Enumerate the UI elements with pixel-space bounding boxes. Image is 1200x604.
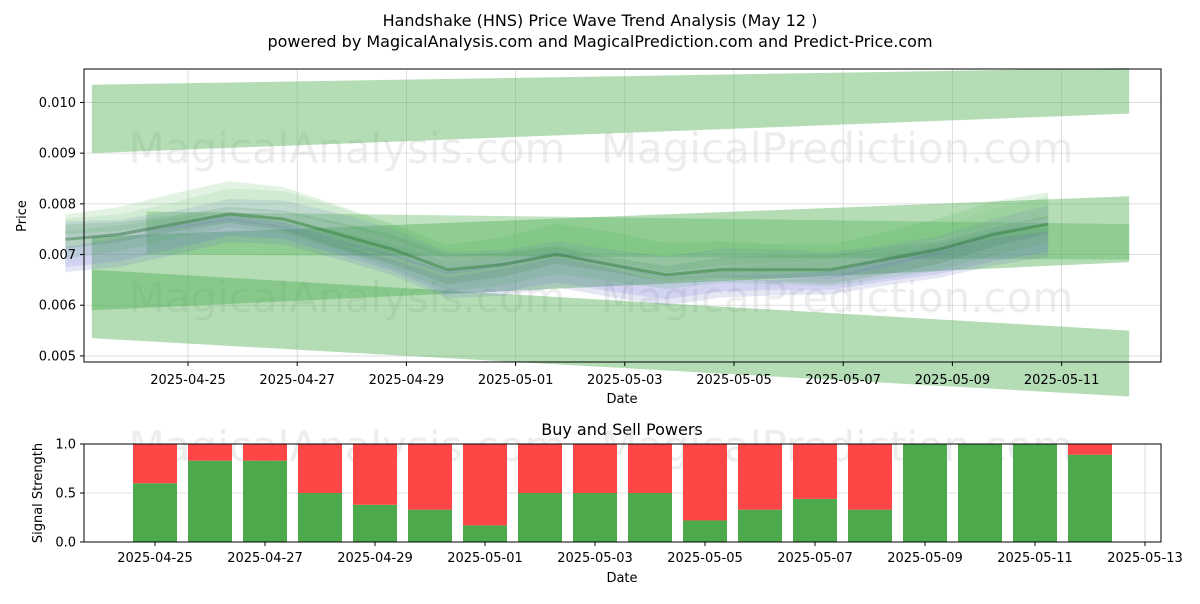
chart-title: Handshake (HNS) Price Wave Trend Analysi… — [383, 11, 818, 30]
buy-sell-x-tick-label: 2025-05-05 — [667, 551, 743, 566]
sell-power-bar — [848, 444, 892, 510]
buy-power-bar — [243, 460, 287, 542]
buy-power-bar — [188, 460, 232, 542]
sell-power-bar — [1068, 444, 1112, 455]
buy-sell-y-axis-label: Signal Strength — [31, 443, 46, 543]
chart-subtitle: powered by MagicalAnalysis.com and Magic… — [267, 32, 932, 51]
trend-band — [91, 67, 1130, 154]
sell-power-bar — [243, 444, 287, 461]
sell-power-bar — [683, 444, 727, 521]
buy-power-bar — [793, 498, 837, 542]
price-y-tick-label: 0.007 — [39, 248, 76, 263]
price-y-tick-label: 0.006 — [39, 299, 76, 314]
sell-power-bar — [133, 444, 177, 484]
buy-power-bar — [298, 493, 342, 542]
buy-sell-x-tick-label: 2025-04-27 — [227, 551, 303, 566]
price-y-tick-label: 0.008 — [39, 197, 76, 212]
buy-sell-bars — [133, 444, 1112, 542]
price-y-tick-label: 0.005 — [39, 349, 76, 364]
sell-power-bar — [298, 444, 342, 493]
buy-sell-y-tick-label: 0.5 — [55, 487, 76, 502]
buy-sell-y-tick-label: 1.0 — [55, 438, 76, 453]
trend-band — [146, 211, 1130, 260]
price-x-tick-label: 2025-04-29 — [369, 373, 445, 388]
buy-power-bar — [1068, 454, 1112, 542]
sell-power-bar — [793, 444, 837, 499]
price-x-tick-label: 2025-05-03 — [587, 373, 663, 388]
price-waves — [65, 181, 1049, 306]
wave-band — [65, 213, 1049, 300]
trend-band — [91, 196, 1130, 311]
buy-sell-x-tick-label: 2025-04-25 — [117, 551, 193, 566]
price-x-tick-label: 2025-05-07 — [805, 373, 881, 388]
price-x-tick-label: 2025-05-05 — [696, 373, 772, 388]
price-y-tick-label: 0.010 — [39, 96, 76, 111]
wave-band — [65, 188, 1049, 276]
wave-band — [65, 206, 1049, 285]
buy-sell-x-tick-label: 2025-05-09 — [887, 551, 963, 566]
buy-power-bar — [848, 509, 892, 542]
buy-sell-x-axis-label: Date — [606, 571, 637, 586]
price-chart-watermarks: MagicalAnalysis.com MagicalPrediction.co… — [129, 124, 1074, 322]
buy-sell-x-tick-label: 2025-05-01 — [447, 551, 523, 566]
buy-sell-title: Buy and Sell Powers — [541, 420, 703, 439]
trend-bands — [91, 67, 1130, 397]
buy-power-bar — [408, 509, 452, 542]
buy-sell-x-tick-label: 2025-04-29 — [337, 551, 413, 566]
watermark-magicalprediction: MagicalPrediction.com — [601, 124, 1074, 173]
buy-sell-x-tick-label: 2025-05-13 — [1107, 551, 1183, 566]
trend-band — [91, 269, 1130, 397]
price-y-tick-label: 0.009 — [39, 147, 76, 162]
buy-sell-y-ticks: 0.0 0.5 1.0 — [55, 438, 84, 551]
price-x-axis-label: Date — [606, 392, 637, 407]
buy-power-bar — [958, 444, 1002, 542]
price-x-tick-label: 2025-04-25 — [150, 373, 226, 388]
sell-power-bar — [628, 444, 672, 493]
price-x-tick-label: 2025-05-01 — [478, 373, 554, 388]
sell-power-bar — [738, 444, 782, 510]
price-y-ticks: 0.005 0.006 0.007 0.008 0.009 0.010 — [39, 96, 84, 364]
sell-power-bar — [408, 444, 452, 510]
buy-power-bar — [463, 525, 507, 542]
price-x-tick-label: 2025-05-09 — [915, 373, 991, 388]
sell-power-bar — [353, 444, 397, 505]
buy-power-bar — [738, 509, 782, 542]
sell-power-bar — [188, 444, 232, 461]
price-y-axis-label: Price — [15, 200, 30, 232]
sell-power-bar — [518, 444, 562, 493]
buy-power-bar — [628, 493, 672, 542]
buy-power-bar — [573, 493, 617, 542]
buy-power-bar — [353, 504, 397, 542]
buy-sell-x-tick-label: 2025-05-07 — [777, 551, 853, 566]
wave-band — [65, 198, 1049, 279]
buy-sell-x-tick-label: 2025-05-03 — [557, 551, 633, 566]
sell-power-bar — [463, 444, 507, 526]
buy-sell-x-ticks: 2025-04-25 2025-04-27 2025-04-29 2025-05-01… — [117, 542, 1183, 566]
wave-center-line — [65, 212, 1049, 277]
price-x-ticks: 2025-04-25 2025-04-27 2025-04-29 2025-05-01… — [150, 362, 1099, 388]
price-chart-grid — [84, 69, 1161, 362]
watermark-magicalanalysis: MagicalAnalysis.com — [129, 124, 566, 173]
sell-power-bar — [573, 444, 617, 493]
buy-power-bar — [133, 483, 177, 542]
wave-band — [65, 181, 1049, 273]
watermark-magicalprediction-2: MagicalPrediction.com — [601, 273, 1074, 322]
price-x-tick-label: 2025-05-11 — [1024, 373, 1100, 388]
price-x-tick-label: 2025-04-27 — [259, 373, 335, 388]
wave-band — [65, 217, 1049, 306]
buy-power-bar — [683, 520, 727, 542]
price-chart-frame — [83, 68, 1162, 363]
buy-power-bar — [518, 493, 562, 542]
wave-band — [65, 211, 1049, 291]
buy-sell-x-tick-label: 2025-05-11 — [997, 551, 1073, 566]
buy-power-bar — [903, 444, 947, 542]
watermark-magicalanalysis-2: MagicalAnalysis.com — [129, 273, 566, 322]
buy-power-bar — [1013, 444, 1057, 542]
buy-sell-y-tick-label: 0.0 — [55, 536, 76, 551]
